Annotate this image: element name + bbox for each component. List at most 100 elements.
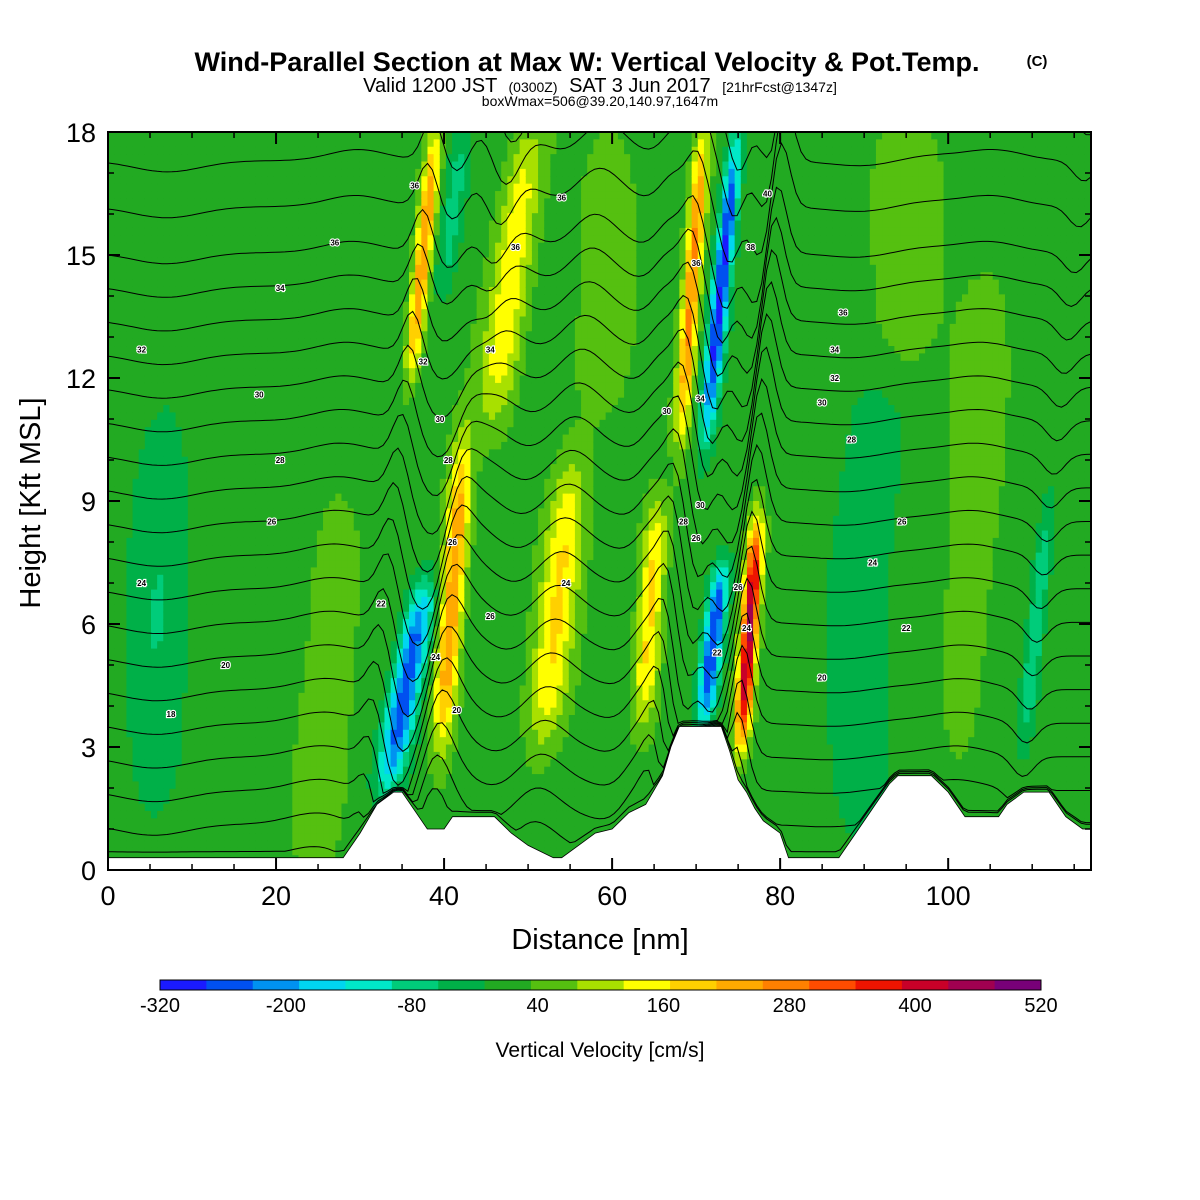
heat-cell <box>126 235 134 244</box>
heat-cell <box>132 545 140 554</box>
heat-cell <box>359 493 367 502</box>
heat-cell <box>286 323 293 332</box>
heat-cell <box>273 346 281 354</box>
heat-cell <box>286 840 293 849</box>
heat-cell <box>280 847 287 856</box>
heat-cell <box>181 810 189 819</box>
heat-cell <box>359 737 367 746</box>
heat-cell <box>390 301 398 310</box>
heat-cell <box>212 205 220 214</box>
heat-cell <box>169 368 177 377</box>
heat-cell <box>138 382 146 391</box>
heat-cell <box>230 700 238 709</box>
heat-cell <box>402 360 410 369</box>
heat-cell <box>310 663 318 672</box>
heat-cell <box>335 781 343 790</box>
heat-cell <box>114 833 121 842</box>
heat-cell <box>298 663 306 672</box>
heat-cell <box>249 825 257 834</box>
heat-cell <box>366 346 373 354</box>
heat-cell <box>169 552 177 561</box>
heat-cell <box>323 146 330 155</box>
heat-cell <box>169 471 177 480</box>
heat-cell <box>144 648 152 657</box>
heat-cell <box>175 220 183 229</box>
heat-cell <box>280 552 287 561</box>
heat-cell <box>390 227 398 236</box>
heat-cell <box>335 700 343 709</box>
heat-cell <box>230 537 238 546</box>
heat-cell <box>286 346 293 354</box>
heat-cell <box>323 493 330 502</box>
heat-cell <box>292 264 300 273</box>
heat-cell <box>237 301 244 310</box>
heat-cell <box>273 523 281 532</box>
heat-cell <box>273 788 281 797</box>
heat-cell <box>249 744 257 753</box>
heat-cell <box>335 751 343 760</box>
heat-cell <box>249 560 257 569</box>
heat-cell <box>230 227 238 236</box>
heat-cell <box>132 582 140 591</box>
heat-cell <box>108 678 115 687</box>
heat-cell <box>108 139 115 148</box>
heat-cell <box>292 331 300 340</box>
heat-cell <box>218 294 226 303</box>
heat-cell <box>292 530 300 539</box>
heat-cell <box>181 220 189 229</box>
heat-cell <box>224 508 232 517</box>
heat-cell <box>353 294 361 303</box>
heat-cell <box>230 346 238 354</box>
heat-cell <box>341 626 349 635</box>
heat-cell <box>230 833 238 842</box>
heat-cell <box>359 132 367 140</box>
heat-cell <box>200 375 207 384</box>
heat-cell <box>286 316 293 325</box>
heat-cell <box>206 441 214 450</box>
heat-cell <box>114 648 121 657</box>
heat-cell <box>206 633 214 642</box>
heat-cell <box>298 309 306 318</box>
heat-cell <box>341 523 349 532</box>
heat-cell <box>169 692 177 701</box>
heat-cell <box>273 235 281 244</box>
heat-cell <box>390 412 398 421</box>
heat-cell <box>273 250 281 259</box>
heat-cell <box>194 648 201 657</box>
heat-cell <box>218 191 226 200</box>
heat-cell <box>396 375 404 384</box>
heat-cell <box>255 242 263 251</box>
heat-cell <box>316 501 324 509</box>
heat-cell <box>151 279 158 288</box>
heat-cell <box>402 700 410 709</box>
heat-cell <box>138 139 146 148</box>
heat-cell <box>175 205 183 214</box>
heat-cell <box>261 257 269 266</box>
heat-cell <box>409 589 416 598</box>
heat-cell <box>163 759 171 768</box>
heat-cell <box>175 346 183 354</box>
heat-cell <box>335 744 343 753</box>
heat-cell <box>347 833 355 842</box>
heat-cell <box>353 316 361 325</box>
heat-cell <box>298 833 306 842</box>
heat-cell <box>132 154 140 163</box>
heat-cell <box>267 250 275 259</box>
heat-cell <box>194 744 201 753</box>
heat-cell <box>304 589 312 598</box>
heat-cell <box>206 501 214 509</box>
heat-cell <box>261 176 269 185</box>
heat-cell <box>384 530 392 539</box>
heat-cell <box>298 552 306 561</box>
heat-cell <box>132 176 140 185</box>
heat-cell <box>329 279 336 288</box>
heat-cell <box>292 205 300 214</box>
heat-cell <box>132 405 140 414</box>
heat-cell <box>132 589 140 598</box>
heat-cell <box>372 648 379 657</box>
heat-cell <box>212 154 220 163</box>
heat-cell <box>267 729 275 738</box>
heat-cell <box>206 803 214 812</box>
heat-cell <box>126 766 134 775</box>
heat-cell <box>206 751 214 760</box>
